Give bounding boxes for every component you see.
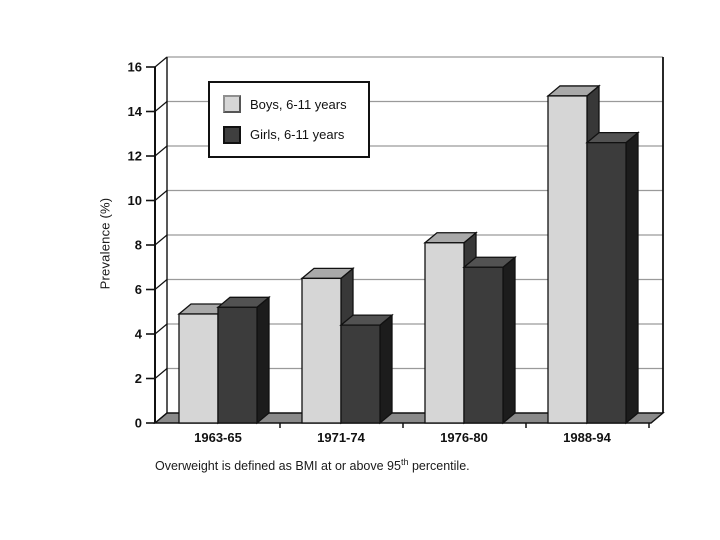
legend-box: Boys, 6-11 years Girls, 6-11 years bbox=[208, 81, 370, 158]
y-tick-label: 2 bbox=[135, 371, 142, 386]
bar-side bbox=[256, 295, 270, 425]
legend-label-girls: Girls, 6-11 years bbox=[250, 127, 345, 143]
y-tick-connector bbox=[154, 56, 168, 68]
y-tick-label: 6 bbox=[135, 282, 142, 297]
bar-girls-1963-65 bbox=[216, 295, 271, 425]
bar-front bbox=[463, 266, 504, 424]
y-tick-connector bbox=[154, 368, 168, 379]
legend-label-boys: Boys, 6-11 years bbox=[250, 96, 347, 112]
y-tick-label: 4 bbox=[135, 327, 143, 342]
bar-front bbox=[178, 313, 219, 424]
y-tick-connector bbox=[154, 234, 168, 246]
legend-swatch-girls bbox=[223, 125, 241, 144]
y-tick-connector bbox=[154, 101, 168, 112]
bar-side bbox=[379, 313, 393, 425]
y-tick-connector bbox=[154, 190, 168, 201]
y-tick-label: 14 bbox=[128, 104, 143, 119]
footnote-superscript: th bbox=[400, 456, 409, 467]
y-tick-connector bbox=[154, 279, 168, 290]
x-category-label: 1963-65 bbox=[194, 430, 242, 445]
footnote-prefix: Overweight is defined as BMI at or above… bbox=[155, 459, 401, 473]
y-tick-connector bbox=[154, 412, 168, 424]
bar-girls-1971-74 bbox=[339, 313, 394, 425]
y-tick-label: 8 bbox=[135, 238, 142, 253]
legend-swatch-boys bbox=[223, 95, 241, 114]
bar-girls-1988-94 bbox=[585, 131, 640, 425]
bar-side bbox=[502, 255, 516, 425]
bar-side bbox=[625, 131, 639, 425]
legend-item-boys: Boys, 6-11 years bbox=[223, 95, 368, 114]
x-category-label: 1976-80 bbox=[440, 430, 488, 445]
x-category-label: 1971-74 bbox=[317, 430, 365, 445]
bar-girls-1976-80 bbox=[462, 255, 517, 425]
bar-front bbox=[424, 242, 465, 424]
y-tick-connector bbox=[154, 323, 168, 335]
bar-front bbox=[586, 141, 627, 424]
y-tick-label: 0 bbox=[135, 416, 142, 431]
y-tick-label: 12 bbox=[128, 149, 142, 164]
x-category-label: 1988-94 bbox=[563, 430, 611, 445]
footnote-suffix: percentile. bbox=[408, 459, 470, 473]
bar-front bbox=[217, 306, 258, 424]
y-tick-label: 10 bbox=[128, 193, 142, 208]
y-tick-connector bbox=[154, 145, 168, 157]
y-tick-label: 16 bbox=[128, 60, 142, 75]
legend-item-girls: Girls, 6-11 years bbox=[223, 125, 368, 144]
bar-front bbox=[301, 277, 342, 424]
bar-front bbox=[547, 95, 588, 424]
footnote: Overweight is defined as BMI at or above… bbox=[155, 456, 470, 473]
bar-front bbox=[340, 324, 381, 424]
y-axis-title: Prevalence (%) bbox=[97, 197, 113, 290]
